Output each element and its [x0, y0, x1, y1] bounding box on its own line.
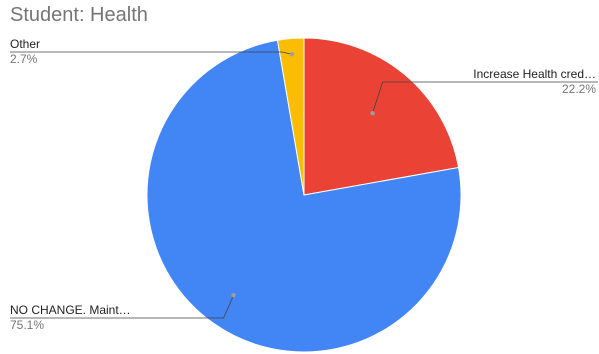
leader-dot-other [289, 52, 295, 57]
slice-percent-label: 2.7% [10, 52, 38, 66]
leader-line-increase-health-cred [372, 81, 598, 114]
slice-label: Increase Health cred… [473, 67, 596, 81]
leader-dot-increase-health-cred [370, 110, 375, 116]
leader-dot-no-change-maint [231, 292, 236, 298]
pie-slice-no-change-maint[interactable] [146, 39, 462, 353]
slice-percent-label: 22.2% [562, 82, 596, 96]
slice-percent-label: 75.1% [10, 318, 44, 332]
pie-slice-increase-health-cred[interactable] [303, 37, 460, 196]
slice-label: NO CHANGE. Maint… [10, 303, 131, 317]
pie-slice-other[interactable] [276, 37, 305, 196]
slice-label: Other [10, 37, 40, 51]
leader-line-no-change-maint [10, 295, 234, 319]
leader-line-other [10, 51, 293, 55]
chart-title: Student: Health [10, 4, 148, 26]
